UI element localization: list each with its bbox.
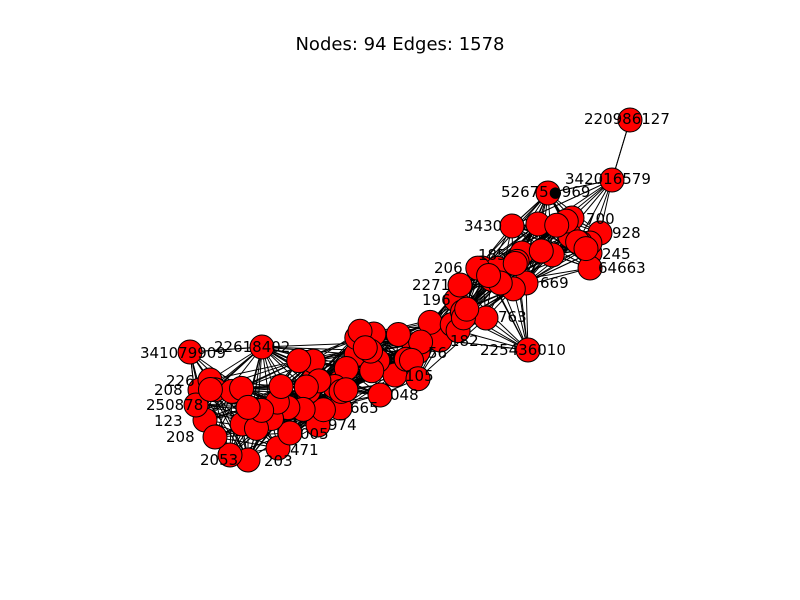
graph-node <box>617 107 643 133</box>
graph-node <box>249 334 275 360</box>
graph-node <box>235 394 261 420</box>
node-label: 2271 <box>412 276 450 294</box>
graph-node <box>293 374 319 400</box>
node-label: 763 <box>498 308 527 326</box>
graph-node <box>476 262 502 288</box>
node-label: 182 <box>450 332 479 350</box>
node-label: 64663 <box>598 259 646 277</box>
node-label: 208 <box>166 428 195 446</box>
graph-node <box>367 382 393 408</box>
graph-node <box>535 180 561 206</box>
graph-node <box>177 339 203 365</box>
graph-node <box>183 392 209 418</box>
graph-node <box>217 442 243 468</box>
node-label: 974 <box>328 416 357 434</box>
node-label: 2053 <box>200 451 238 469</box>
graph-edge <box>261 346 419 353</box>
graph-node <box>385 321 411 347</box>
graph-node <box>286 348 312 374</box>
node-label: 52675●969 <box>501 183 590 201</box>
graph-node <box>528 238 554 264</box>
graph-node <box>599 167 625 193</box>
node-label: 206 <box>434 259 463 277</box>
node-label: 226 <box>166 372 195 390</box>
graph-node <box>447 272 473 298</box>
graph-node <box>268 373 294 399</box>
node-label: 220986127 <box>584 110 670 128</box>
graph-node <box>515 337 541 363</box>
node-label: 341079909 <box>140 344 226 362</box>
node-label: 56 <box>428 344 447 362</box>
node-label: 3430 <box>464 217 502 235</box>
node-label: 928 <box>612 224 641 242</box>
node-label: 123 <box>154 412 183 430</box>
node-label: 245 <box>602 245 631 263</box>
node-label: 048 <box>390 386 419 404</box>
graph-node <box>544 212 570 238</box>
node-label: 700 <box>586 210 615 228</box>
node-label: 471 <box>290 441 319 459</box>
node-label: 105 <box>405 367 434 385</box>
node-layer <box>177 107 643 473</box>
graph-node <box>499 213 525 239</box>
node-label: 185 <box>478 246 507 264</box>
node-label: 342016579 <box>565 170 651 188</box>
graph-node <box>454 296 480 322</box>
node-label: 208 <box>154 381 183 399</box>
graph-title: Nodes: 94 Edges: 1578 <box>295 34 505 55</box>
graph-node <box>405 366 431 392</box>
node-label: 665 <box>350 399 379 417</box>
graph-edge <box>417 317 487 380</box>
graph-node <box>352 335 378 361</box>
graph-node <box>502 250 528 276</box>
node-label: 005 <box>300 425 329 443</box>
graph-node <box>197 377 223 403</box>
graph-node <box>333 377 359 403</box>
node-label: 203 <box>264 452 293 470</box>
node-label: 250878 <box>146 396 203 414</box>
graph-node <box>277 420 303 446</box>
graph-edge <box>525 192 549 284</box>
node-label: 22618402 <box>214 338 290 356</box>
graph-node <box>202 424 228 450</box>
node-label: 669 <box>540 274 569 292</box>
node-label: 225436010 <box>480 341 566 359</box>
graph-node <box>573 236 599 262</box>
node-label: 196 <box>422 291 451 309</box>
